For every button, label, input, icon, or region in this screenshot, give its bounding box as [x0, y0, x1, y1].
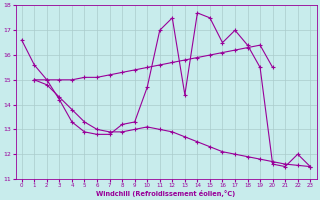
X-axis label: Windchill (Refroidissement éolien,°C): Windchill (Refroidissement éolien,°C)	[96, 190, 236, 197]
